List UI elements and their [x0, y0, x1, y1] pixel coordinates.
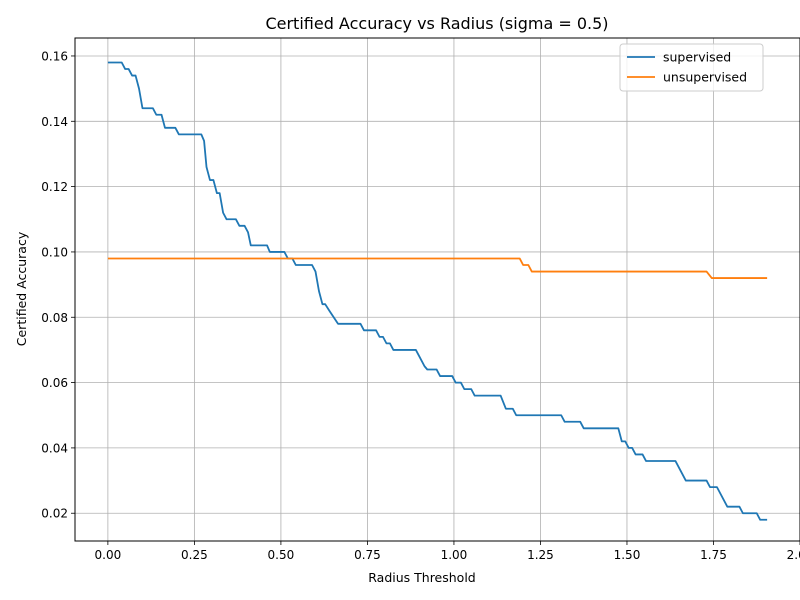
- legend: supervised unsupervised: [619, 43, 764, 92]
- y-tick-label: 0.08: [41, 311, 68, 325]
- x-tick-label: 1.50: [614, 548, 641, 562]
- x-tick-label: 0.75: [354, 548, 381, 562]
- plot-area: [74, 37, 800, 542]
- x-tick-label: 1.00: [441, 548, 468, 562]
- x-tick-label: 1.75: [700, 548, 727, 562]
- legend-label-unsupervised: unsupervised: [663, 70, 747, 85]
- legend-label-supervised: supervised: [663, 50, 731, 65]
- y-axis-ticks: 0.02 0.04 0.06 0.08 0.10 0.12 0.14 0.16: [41, 49, 75, 521]
- y-tick-label: 0.12: [41, 180, 68, 194]
- chart-title: Certified Accuracy vs Radius (sigma = 0.…: [265, 14, 608, 33]
- x-tick-label: 0.25: [181, 548, 208, 562]
- x-tick-label: 2.00: [787, 548, 800, 562]
- x-tick-label: 0.50: [268, 548, 295, 562]
- legend-box: [619, 43, 764, 92]
- x-axis-label: Radius Threshold: [368, 570, 476, 585]
- y-tick-label: 0.16: [41, 49, 68, 63]
- y-tick-label: 0.14: [41, 115, 68, 129]
- series-layer: [107, 61, 768, 521]
- x-tick-label: 0.00: [95, 548, 122, 562]
- y-tick-label: 0.02: [41, 507, 68, 521]
- series-line-unsupervised: [107, 257, 768, 279]
- y-tick-label: 0.06: [41, 376, 68, 390]
- x-axis-ticks: 0.00 0.25 0.50 0.75 1.00 1.25 1.50 1.75 2.00: [95, 541, 800, 562]
- y-tick-label: 0.10: [41, 245, 68, 259]
- x-tick-label: 1.25: [527, 548, 554, 562]
- grid: [75, 38, 800, 541]
- series-line-supervised: [107, 61, 768, 521]
- y-axis-label: Certified Accuracy: [14, 231, 29, 346]
- y-tick-label: 0.04: [41, 441, 68, 455]
